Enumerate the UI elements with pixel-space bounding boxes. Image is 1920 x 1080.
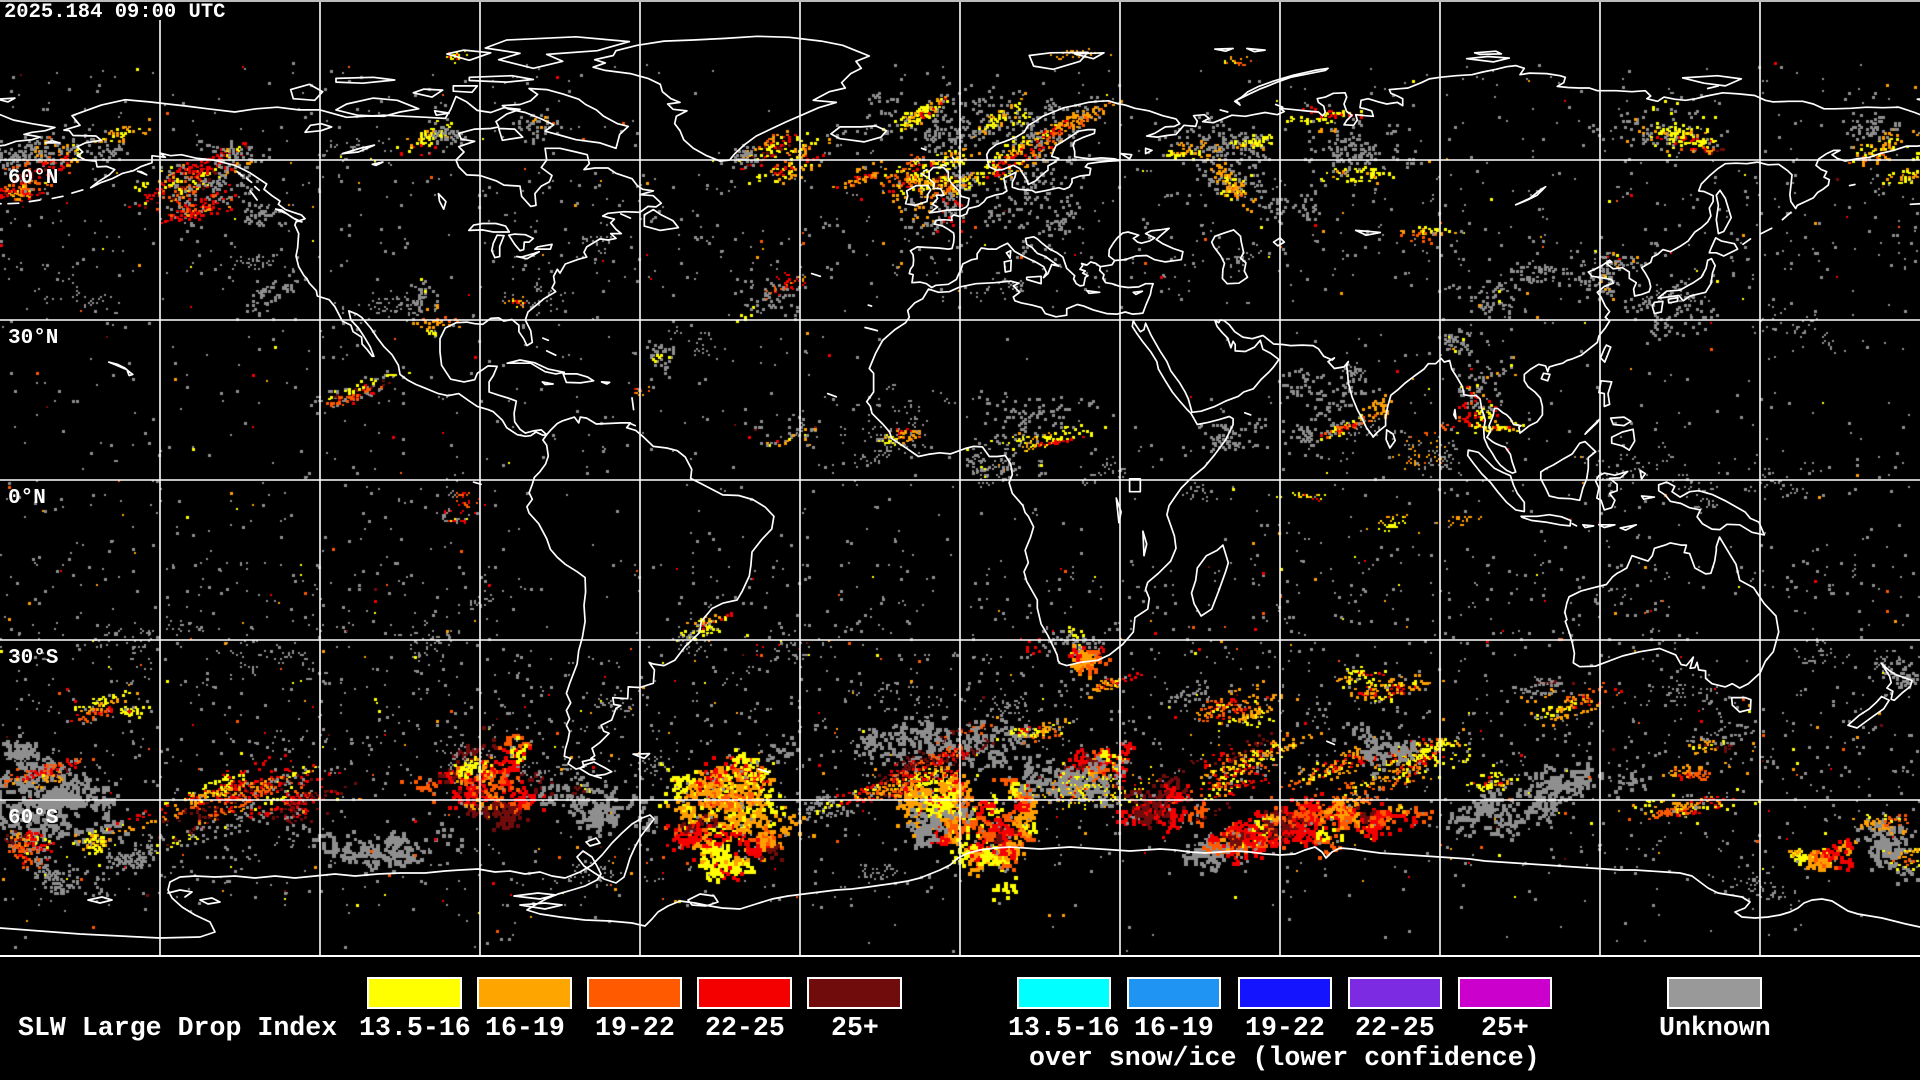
svg-text:13.5-16: 13.5-16 bbox=[359, 1013, 471, 1043]
svg-text:19-22: 19-22 bbox=[595, 1013, 675, 1043]
svg-text:60°N: 60°N bbox=[8, 167, 58, 190]
svg-text:30°N: 30°N bbox=[8, 327, 58, 350]
svg-text:25+: 25+ bbox=[831, 1013, 879, 1043]
svg-text:Unknown: Unknown bbox=[1659, 1013, 1771, 1043]
svg-text:2025.184 09:00 UTC: 2025.184 09:00 UTC bbox=[4, 1, 225, 24]
svg-text:60°S: 60°S bbox=[8, 807, 58, 830]
svg-text:16-19: 16-19 bbox=[1134, 1013, 1214, 1043]
svg-text:22-25: 22-25 bbox=[705, 1013, 785, 1043]
svg-text:over snow/ice (lower confidenc: over snow/ice (lower confidence) bbox=[1029, 1043, 1540, 1073]
svg-text:0°N: 0°N bbox=[8, 487, 46, 510]
svg-text:30°S: 30°S bbox=[8, 647, 58, 670]
svg-text:22-25: 22-25 bbox=[1355, 1013, 1435, 1043]
svg-text:16-19: 16-19 bbox=[485, 1013, 565, 1043]
svg-text:25+: 25+ bbox=[1481, 1013, 1529, 1043]
svg-text:19-22: 19-22 bbox=[1245, 1013, 1325, 1043]
svg-text:13.5-16: 13.5-16 bbox=[1008, 1013, 1120, 1043]
svg-text:SLW Large Drop Index: SLW Large Drop Index bbox=[18, 1013, 337, 1043]
